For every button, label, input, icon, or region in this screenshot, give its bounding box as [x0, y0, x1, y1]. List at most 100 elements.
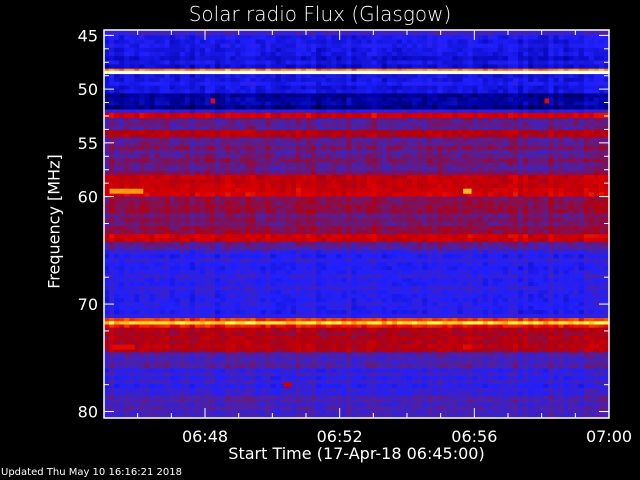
- heatmap-cell: [159, 175, 166, 180]
- heatmap-cell: [573, 179, 580, 185]
- heatmap-cell: [280, 70, 287, 75]
- heatmap-cell: [593, 196, 600, 202]
- heatmap-cell: [366, 205, 373, 210]
- heatmap-cell: [497, 217, 504, 223]
- heatmap-cell: [109, 209, 115, 214]
- heatmap-cell: [492, 97, 499, 102]
- heatmap-cell: [189, 74, 196, 79]
- heatmap-cell: [306, 105, 312, 110]
- heatmap-cell: [487, 77, 494, 83]
- heatmap-cell: [578, 81, 585, 87]
- heatmap-cell: [164, 97, 171, 102]
- heatmap-cell: [467, 122, 474, 127]
- heatmap-cell: [386, 126, 393, 131]
- heatmap-cell: [215, 213, 221, 218]
- heatmap-cell: [427, 166, 433, 172]
- heatmap-cell: [189, 39, 196, 45]
- heatmap-cell: [462, 101, 469, 106]
- heatmap-cell: [407, 162, 413, 168]
- heatmap-cell: [139, 179, 145, 185]
- heatmap-cell: [331, 68, 337, 72]
- heatmap-cell: [513, 154, 519, 159]
- heatmap-cell: [306, 225, 312, 231]
- heatmap-cell: [104, 170, 110, 176]
- heatmap-cell: [194, 225, 201, 231]
- heatmap-cell: [477, 205, 484, 210]
- heatmap-cell: [356, 68, 363, 72]
- heatmap-cell: [240, 118, 246, 123]
- heatmap-cell: [114, 162, 120, 168]
- heatmap-cell: [139, 89, 145, 94]
- heatmap-cell: [376, 118, 383, 123]
- heatmap-cell: [164, 133, 171, 138]
- heatmap-cell: [194, 89, 201, 94]
- heatmap-cell: [432, 192, 438, 197]
- heatmap-cell: [492, 109, 499, 114]
- heatmap-cell: [472, 141, 479, 147]
- heatmap-cell: [508, 30, 514, 36]
- heatmap-cell: [265, 77, 272, 83]
- heatmap-cell: [401, 141, 408, 147]
- heatmap-cell: [381, 85, 388, 90]
- heatmap-cell: [401, 56, 408, 61]
- heatmap-cell: [588, 209, 595, 214]
- heatmap-cell: [513, 175, 519, 180]
- heatmap-cell: [553, 217, 560, 223]
- heatmap-cell: [184, 85, 191, 90]
- heatmap-cell: [558, 188, 565, 193]
- heatmap-cell: [604, 74, 610, 79]
- heatmap-cell: [502, 192, 509, 197]
- heatmap-cell: [124, 105, 130, 110]
- heatmap-cell: [462, 85, 469, 90]
- heatmap-cell: [563, 77, 570, 83]
- heatmap-cell: [346, 150, 352, 155]
- heatmap-cell: [245, 56, 251, 61]
- heatmap-cell: [523, 109, 529, 114]
- heatmap-cell: [346, 200, 352, 206]
- heatmap-cell: [124, 137, 130, 143]
- heatmap-cell: [356, 39, 363, 45]
- heatmap-cell: [543, 85, 549, 90]
- heatmap-cell: [412, 205, 418, 210]
- heatmap-cell: [407, 175, 413, 180]
- heatmap-cell: [467, 225, 474, 231]
- heatmap-cell: [351, 89, 357, 94]
- heatmap-cell: [427, 205, 433, 210]
- heatmap-cell: [558, 74, 565, 79]
- heatmap-cell: [250, 166, 256, 172]
- heatmap-cell: [376, 85, 383, 90]
- heatmap-cell: [543, 126, 549, 131]
- heatmap-cell: [245, 183, 251, 189]
- heatmap-cell: [270, 56, 277, 61]
- heatmap-cell: [432, 150, 438, 155]
- heatmap-cell: [159, 192, 166, 197]
- heatmap-cell: [528, 170, 534, 176]
- heatmap-cell: [371, 112, 378, 119]
- heatmap-cell: [447, 175, 453, 180]
- heatmap-cell: [422, 68, 428, 72]
- heatmap-cell: [452, 105, 458, 110]
- heatmap-cell: [396, 52, 403, 57]
- heatmap-cell: [497, 221, 504, 227]
- heatmap-cell: [538, 39, 544, 45]
- heatmap-cell: [598, 141, 605, 147]
- heatmap-cell: [401, 192, 408, 197]
- heatmap-cell: [220, 154, 226, 159]
- heatmap-cell: [604, 166, 610, 172]
- heatmap-cell: [396, 145, 403, 151]
- heatmap-cell: [331, 56, 337, 61]
- heatmap-cell: [401, 154, 408, 159]
- heatmap-cell: [265, 85, 272, 90]
- heatmap-cell: [230, 39, 236, 45]
- heatmap-cell: [260, 209, 267, 214]
- heatmap-cell: [109, 154, 115, 159]
- heatmap-cell: [492, 150, 499, 155]
- heatmap-cell: [255, 126, 262, 131]
- heatmap-cell: [124, 225, 130, 231]
- heatmap-cell: [129, 56, 135, 61]
- heatmap-cell: [174, 109, 181, 114]
- heatmap-cell: [129, 68, 135, 72]
- heatmap-cell: [371, 175, 378, 180]
- heatmap-cell: [513, 43, 519, 49]
- heatmap-cell: [194, 39, 201, 45]
